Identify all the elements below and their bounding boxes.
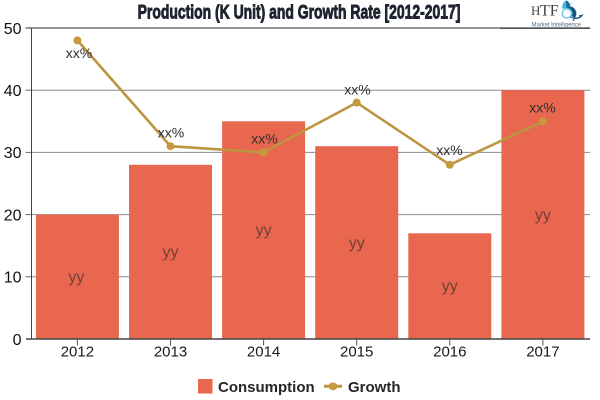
svg-text:xx%: xx% [158,125,184,141]
svg-text:yy: yy [163,244,179,261]
svg-text:2015: 2015 [340,344,373,361]
svg-text:yy: yy [68,269,84,286]
svg-text:2014: 2014 [247,344,280,361]
svg-text:2013: 2013 [154,344,187,361]
svg-text:xx%: xx% [251,131,277,147]
svg-text:H: H [531,3,540,18]
svg-text:20: 20 [4,207,22,224]
svg-text:xx%: xx% [436,142,462,158]
svg-text:xx%: xx% [66,45,92,61]
svg-text:Consumption: Consumption [218,379,315,396]
svg-text:2016: 2016 [433,344,466,361]
svg-text:Market Intelligence: Market Intelligence [532,22,582,28]
svg-text:yy: yy [256,222,272,239]
svg-text:2012: 2012 [61,344,94,361]
svg-text:yy: yy [442,278,458,295]
svg-text:0: 0 [13,332,22,349]
svg-text:10: 10 [4,270,22,287]
svg-text:40: 40 [4,83,22,100]
svg-text:yy: yy [535,207,551,224]
svg-text:Growth: Growth [348,379,401,396]
svg-text:2017: 2017 [526,344,559,361]
svg-text:50: 50 [4,21,22,38]
svg-text:xx%: xx% [344,82,370,98]
svg-text:Production (K Unit) and Growth: Production (K Unit) and Growth Rate [201… [138,1,461,23]
svg-text:xx%: xx% [529,100,555,116]
svg-text:TF: TF [540,3,559,20]
svg-text:30: 30 [4,145,22,162]
svg-text:yy: yy [349,235,365,252]
